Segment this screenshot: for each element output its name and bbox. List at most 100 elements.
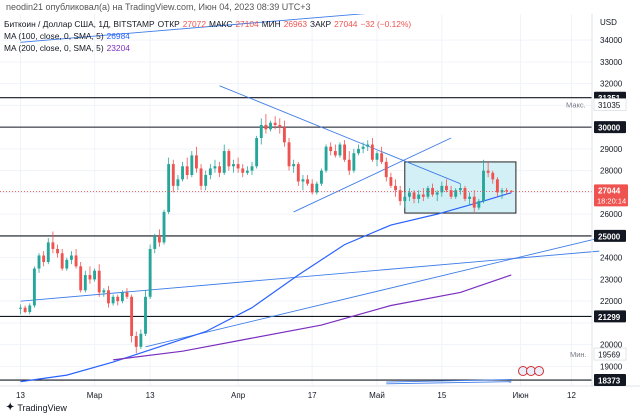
candle	[227, 148, 231, 171]
time-tick-label: Май	[369, 391, 385, 400]
candle-body	[278, 124, 282, 128]
candle	[19, 304, 22, 315]
candle-body	[19, 307, 22, 309]
candle	[278, 118, 282, 134]
candle	[338, 142, 342, 158]
candle	[107, 285, 110, 308]
candle-body	[93, 270, 97, 280]
candle-body	[181, 166, 184, 180]
candle	[458, 183, 462, 195]
ma200-label[interactable]: MA (200, close, 0, SMA, 5)	[4, 43, 104, 53]
level-label-box[interactable]	[594, 229, 626, 242]
candle	[343, 140, 347, 162]
candle	[222, 144, 226, 175]
level-label-box[interactable]	[594, 121, 626, 134]
time-tick-label: Апр	[231, 391, 246, 400]
chart-legend: Биткоин / Доллар США, 1Д, BITSTAMP ОТКР 2…	[4, 18, 411, 54]
candle	[296, 161, 300, 186]
candle-body	[250, 166, 254, 171]
candle	[491, 170, 495, 184]
candle-body	[282, 127, 286, 143]
candle	[333, 144, 337, 158]
candle	[42, 251, 46, 267]
candle-body	[37, 255, 41, 269]
brand-label[interactable]: TradingView	[17, 403, 67, 413]
ohlc-change: −32 (−0.12%)	[360, 19, 412, 29]
ma200-value: 23204	[106, 43, 130, 53]
candle	[102, 288, 106, 297]
legend-ma100-row[interactable]: MA (100, close, 0, SMA, 5) 26984	[4, 30, 411, 42]
max-value-box	[593, 98, 627, 111]
level-label-box[interactable]	[594, 310, 626, 323]
time-tick-label: Июн	[512, 391, 528, 400]
candle-body	[195, 155, 198, 169]
last-price-label: 27044	[598, 186, 621, 195]
candle	[185, 157, 189, 180]
ma100-value: 26984	[106, 31, 130, 41]
candle	[301, 174, 305, 191]
candle	[250, 161, 254, 175]
trendline[interactable]	[20, 14, 387, 43]
price-tick-label: 33000	[600, 58, 623, 67]
candle-body	[139, 333, 143, 347]
candle-body	[241, 168, 245, 173]
flag-icon[interactable]	[534, 366, 544, 376]
max-value: 31035	[598, 101, 621, 110]
candle	[144, 290, 147, 336]
candle-body	[269, 122, 272, 130]
trendline[interactable]	[386, 381, 512, 385]
price-axis[interactable]: 19000 20000 22000 23000 24000 26000 28000 29000…	[600, 36, 623, 371]
legend-ma200-row[interactable]: MA (200, close, 0, SMA, 5) 23204	[4, 42, 411, 54]
candle-body	[458, 188, 462, 191]
candle-body	[218, 166, 222, 173]
candle-body	[232, 164, 235, 167]
time-tick-label: 12	[567, 391, 576, 400]
trendline[interactable]	[219, 85, 461, 185]
publication-text: neodin21 опубликовал(а) на TradingView.c…	[6, 2, 311, 12]
candle	[28, 303, 32, 315]
candle-body	[74, 255, 78, 267]
candle-body	[495, 179, 499, 193]
candle	[245, 166, 249, 175]
ma200-line	[113, 274, 512, 361]
last-price-box[interactable]	[594, 184, 628, 207]
trendline[interactable]	[20, 250, 600, 302]
candle	[176, 174, 180, 191]
trendline[interactable]	[293, 137, 452, 213]
level-label-box[interactable]	[594, 374, 626, 387]
ma100-label[interactable]: MA (100, close, 0, SMA, 5)	[4, 31, 104, 41]
candle	[320, 168, 323, 186]
candle-body	[366, 144, 370, 147]
candle	[426, 185, 430, 199]
candle-body	[320, 170, 323, 184]
symbol-title[interactable]: Биткоин / Доллар США, 1Д, BITSTAMP	[4, 19, 155, 29]
trendline[interactable]	[386, 379, 512, 383]
flag-icons[interactable]	[518, 366, 544, 376]
candle-body	[380, 153, 384, 162]
candle-body	[315, 183, 319, 193]
candle	[56, 244, 59, 258]
ma100-line	[20, 192, 512, 383]
candle-body	[486, 170, 490, 173]
candle	[241, 164, 245, 178]
candle-body	[32, 268, 36, 306]
candle-body	[421, 194, 425, 197]
candle	[417, 190, 421, 204]
candle	[51, 231, 55, 254]
candle-body	[403, 196, 407, 202]
price-chart[interactable]: USD 19000 20000 22000 23000 24000 26000 28000 2…	[0, 14, 640, 402]
candle-body	[222, 151, 226, 173]
tradingview-logo-icon[interactable]: ✦	[6, 402, 15, 413]
candle-body	[389, 177, 393, 186]
candle-body	[375, 153, 379, 160]
time-axis[interactable]: 13 Мар 13 Апр 17 Май 15 Июн 12	[16, 391, 576, 400]
candle	[130, 294, 134, 343]
candle-body	[472, 196, 476, 208]
candle-body	[171, 164, 175, 186]
min-label: Мин.	[570, 350, 587, 359]
trendline[interactable]	[145, 237, 600, 348]
candle-body	[185, 166, 189, 175]
price-tick-label: 24000	[600, 254, 623, 263]
price-tick-label: 34000	[600, 36, 623, 45]
price-markers: 3135130000250002129918373Макс.31035Мин.1…	[566, 91, 628, 387]
